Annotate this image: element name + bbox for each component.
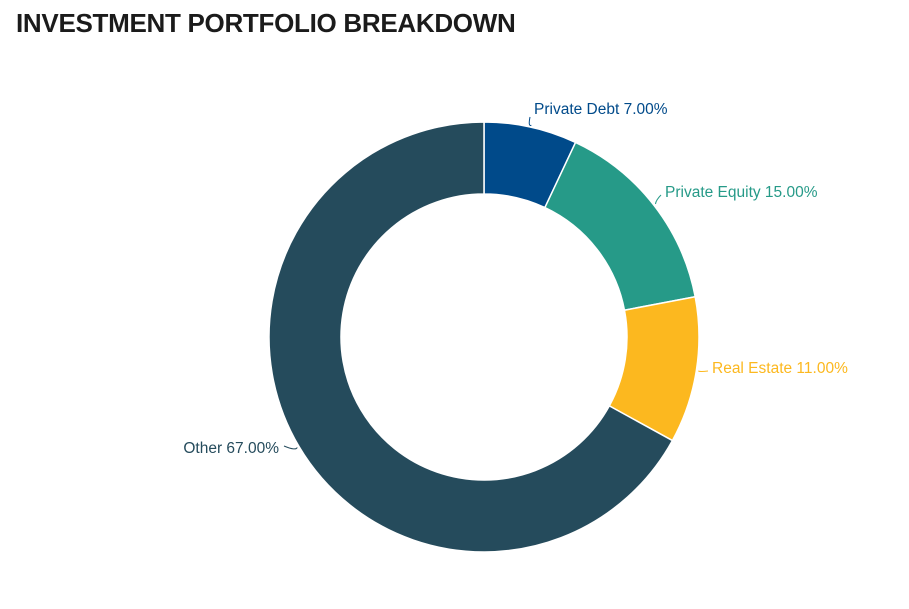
connector-other (284, 446, 297, 449)
connector-real-estate (698, 371, 708, 372)
connector-private-debt (529, 117, 531, 125)
label-other: Other 67.00% (183, 440, 279, 457)
connector-private-equity (655, 195, 661, 204)
label-private-debt: Private Debt 7.00% (534, 101, 668, 118)
slice-private-equity[interactable] (545, 142, 695, 310)
label-real-estate: Real Estate 11.00% (712, 360, 848, 377)
label-private-equity: Private Equity 15.00% (665, 184, 818, 201)
donut-slices (269, 122, 699, 552)
